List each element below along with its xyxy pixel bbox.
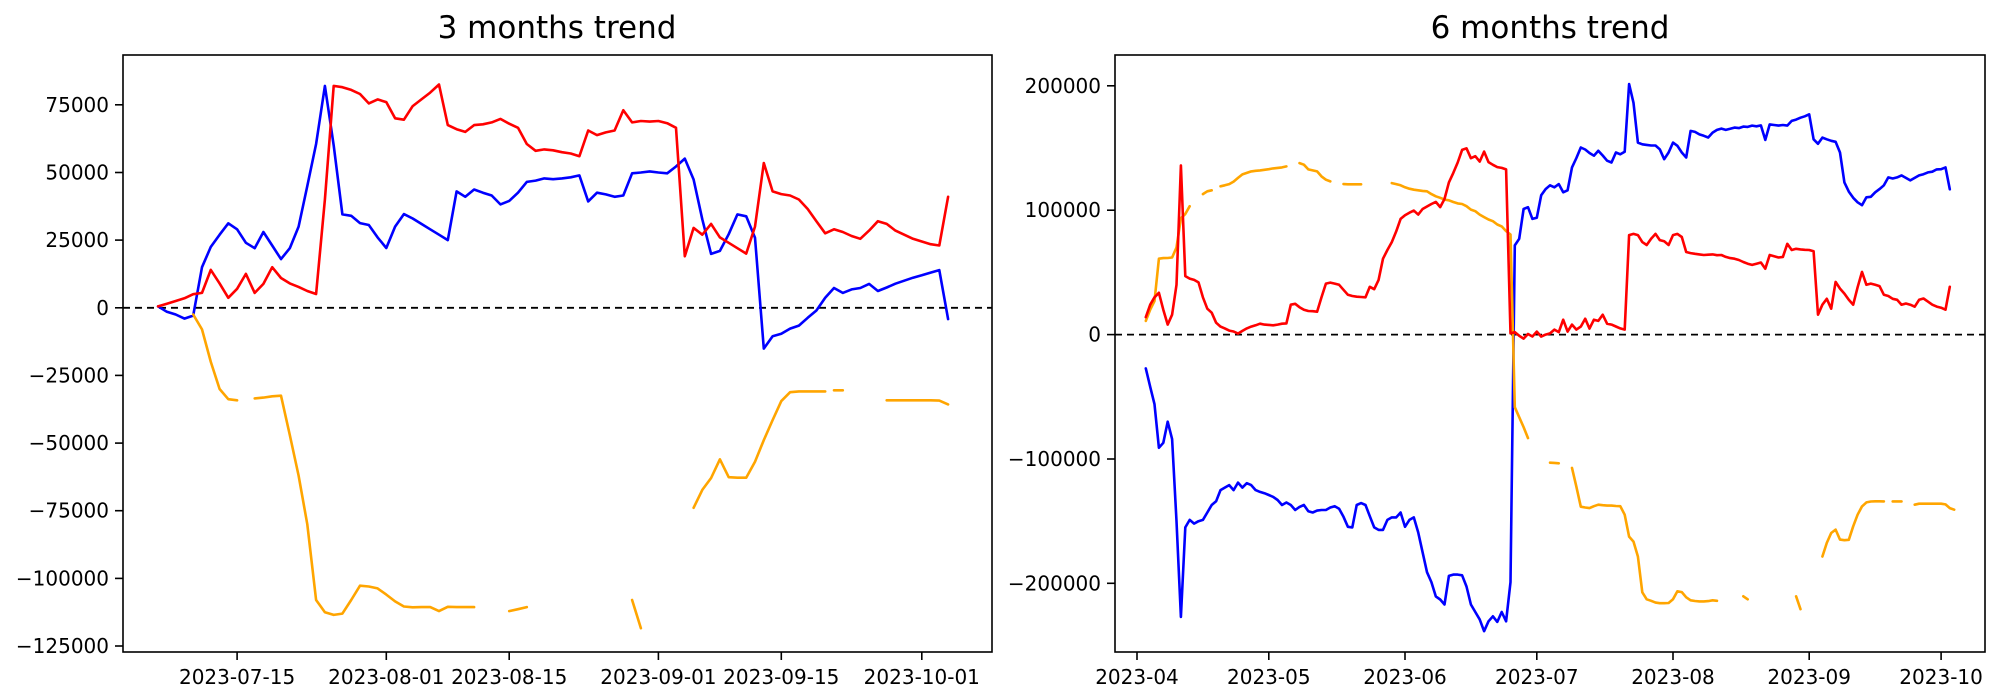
blue-series-line xyxy=(156,84,950,350)
x-tick-label: 2023-09-15 xyxy=(723,665,839,689)
y-tick-label: 75000 xyxy=(45,93,109,117)
red-series-line xyxy=(156,83,950,308)
y-tick-label: 50000 xyxy=(45,161,109,185)
y-tick-label: −75000 xyxy=(29,499,109,523)
y-tick-label: −100000 xyxy=(16,566,109,590)
x-tick-label: 2023-08-15 xyxy=(451,665,567,689)
axes-frame xyxy=(1114,54,1986,653)
x-tick-label: 2023-09 xyxy=(1767,665,1851,689)
y-tick-label: 25000 xyxy=(45,228,109,252)
x-tick-label: 2023-10 xyxy=(1899,665,1983,689)
chart-title-6-months: 6 months trend xyxy=(1431,10,1670,46)
y-tick-label: −100000 xyxy=(1008,447,1101,471)
x-tick-label: 2023-09-01 xyxy=(600,665,716,689)
axes-frame xyxy=(122,54,993,653)
y-tick-label: −50000 xyxy=(29,431,109,455)
y-tick-label: 0 xyxy=(1088,323,1101,347)
y-tick-label: −125000 xyxy=(16,634,109,658)
y-tick-label: 0 xyxy=(96,296,109,320)
x-tick-label: 2023-10-01 xyxy=(864,665,980,689)
y-tick-label: 100000 xyxy=(1025,198,1101,222)
chart-6-months-trend: 6 months trend 2023-04 2023-05 2023-06 2023… xyxy=(1008,10,1986,689)
x-tick-label: 2023-06 xyxy=(1363,665,1447,689)
y-tick-label: 200000 xyxy=(1025,74,1101,98)
x-tick-label: 2023-07 xyxy=(1495,665,1579,689)
y-tick-label: −25000 xyxy=(29,363,109,387)
blue-series-line xyxy=(1144,82,1952,633)
x-tick-label: 2023-04 xyxy=(1095,665,1179,689)
x-tick-label: 2023-08 xyxy=(1631,665,1715,689)
orange-series-line xyxy=(1144,161,1956,611)
chart-3-months-trend: 3 months trend 2023-07-15 2023-08-01 2023-… xyxy=(16,10,993,689)
x-tick-label: 2023-08-01 xyxy=(328,665,444,689)
y-tick-label: −200000 xyxy=(1008,571,1101,595)
x-tick-label: 2023-07-15 xyxy=(179,665,295,689)
orange-series-line xyxy=(191,313,950,630)
chart-title-3-months: 3 months trend xyxy=(438,10,677,46)
red-series-line xyxy=(1144,147,1952,340)
x-tick-label: 2023-05 xyxy=(1227,665,1311,689)
